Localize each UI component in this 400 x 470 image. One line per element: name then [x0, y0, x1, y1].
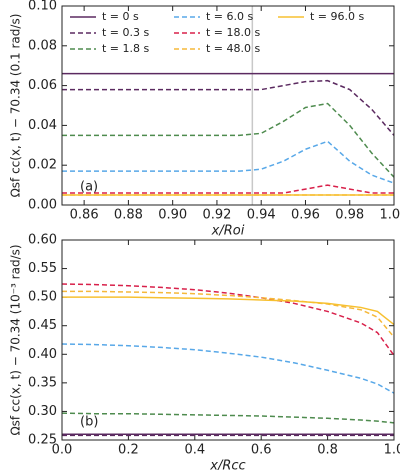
y-tick-label: 0.06 — [28, 78, 57, 93]
x-tick-label: 0.94 — [247, 208, 276, 223]
x-tick-label: 1.00 — [380, 208, 400, 223]
series-line — [62, 412, 394, 424]
y-tick-label: 0.40 — [28, 347, 57, 362]
x-tick-label: 0.96 — [291, 208, 320, 223]
x-tick-label: 0.0 — [52, 443, 73, 458]
y-tick-label: 0.08 — [28, 38, 57, 53]
panel-label: (a) — [80, 180, 98, 195]
legend-label: t = 6.0 s — [206, 10, 254, 23]
x-tick-label: 0.6 — [251, 443, 272, 458]
series-line — [62, 343, 394, 394]
y-tick-label: 0.25 — [28, 433, 57, 448]
x-tick-label: 0.86 — [70, 208, 99, 223]
series-line — [62, 140, 394, 184]
y-tick-label: 0.50 — [28, 290, 57, 305]
x-tick-label: 0.92 — [202, 208, 231, 223]
y-tick-label: 0.10 — [28, 0, 57, 14]
y-axis-label: Ωsf cc(x, t) − 70.34 (0.1 rad/s) — [9, 14, 23, 198]
x-tick-label: 0.2 — [118, 443, 139, 458]
y-tick-label: 0.60 — [28, 233, 57, 248]
series-line — [62, 290, 394, 338]
y-axis-label: Ωsf cc(x, t) − 70.34 (10⁻³ rad/s) — [9, 244, 23, 435]
y-tick-label: 0.02 — [28, 158, 57, 173]
x-tick-label: 0.4 — [184, 443, 205, 458]
series-line — [62, 296, 394, 326]
panel-label: (b) — [80, 415, 98, 430]
legend-label: t = 0 s — [102, 10, 139, 23]
x-tick-label: 1.0 — [384, 443, 400, 458]
series-line — [62, 79, 394, 136]
y-tick-label: 0.04 — [28, 118, 57, 133]
plot-frame — [61, 5, 395, 206]
series-line — [62, 102, 394, 178]
legend-label: t = 96.0 s — [310, 10, 365, 23]
legend-label: t = 18.0 s — [206, 26, 261, 39]
y-tick-label: 0.00 — [28, 198, 57, 213]
y-tick-label: 0.55 — [28, 261, 57, 276]
series-line — [62, 184, 394, 194]
y-tick-label: 0.45 — [28, 318, 57, 333]
legend-label: t = 48.0 s — [206, 42, 261, 55]
x-tick-label: 0.88 — [114, 208, 143, 223]
x-tick-label: 0.8 — [317, 443, 338, 458]
y-tick-label: 0.30 — [28, 404, 57, 419]
x-axis-label: x/Roi — [211, 224, 245, 239]
x-axis-label: x/Rcc — [209, 459, 245, 470]
y-tick-label: 0.35 — [28, 375, 57, 390]
plot-frame — [61, 239, 395, 441]
legend-label: t = 1.8 s — [102, 42, 150, 55]
legend-label: t = 0.3 s — [102, 26, 150, 39]
series-line — [62, 283, 394, 356]
x-tick-label: 0.98 — [335, 208, 364, 223]
x-tick-label: 0.90 — [158, 208, 187, 223]
